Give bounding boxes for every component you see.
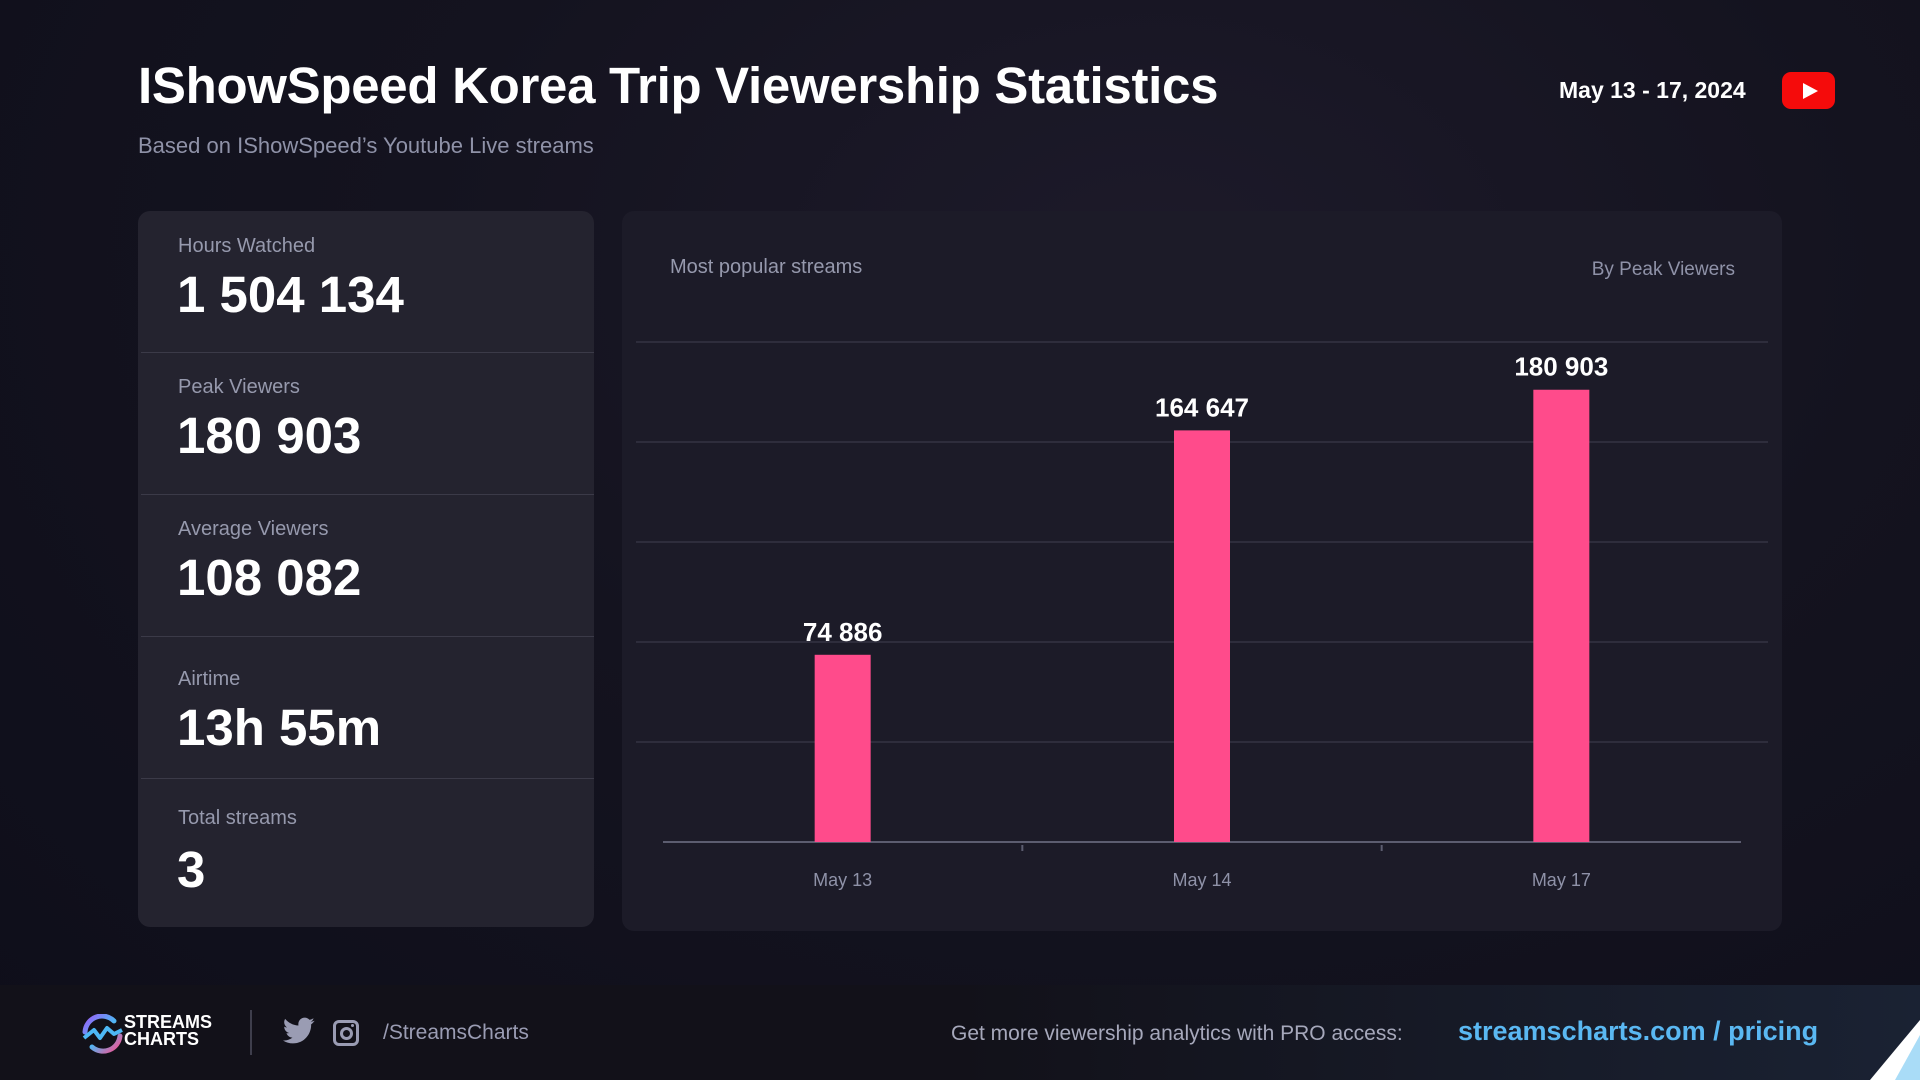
promo-text: Get more viewership analytics with PRO a… bbox=[951, 1022, 1403, 1045]
youtube-icon bbox=[1782, 72, 1835, 109]
bar-value-label: 164 647 bbox=[1155, 392, 1249, 422]
brand-line-1: STREAMS bbox=[124, 1012, 213, 1032]
bar bbox=[1533, 389, 1590, 842]
footer bbox=[0, 985, 1920, 1080]
divider bbox=[141, 494, 594, 495]
stat-label: Airtime bbox=[178, 668, 241, 690]
x-tick-label: May 13 bbox=[813, 870, 872, 890]
stat-value: 3 bbox=[177, 841, 206, 898]
stat-label: Hours Watched bbox=[178, 235, 316, 257]
bar-value-label: 180 903 bbox=[1514, 352, 1608, 382]
divider bbox=[141, 778, 594, 779]
x-tick-label: May 17 bbox=[1532, 870, 1591, 890]
streams-charts-logo-icon bbox=[82, 1014, 123, 1054]
chart-title: Most popular streams bbox=[670, 256, 863, 278]
brand-line-2: CHARTS bbox=[124, 1029, 199, 1049]
instagram-icon[interactable] bbox=[333, 1020, 359, 1046]
page-title: IShowSpeed Korea Trip Viewership Statist… bbox=[138, 57, 1219, 114]
page-subtitle: Based on IShowSpeed’s Youtube Live strea… bbox=[138, 133, 594, 158]
chart-sort-label: By Peak Viewers bbox=[1591, 259, 1735, 280]
divider bbox=[141, 636, 594, 637]
twitter-icon[interactable] bbox=[283, 1017, 315, 1045]
social-handle[interactable]: /StreamsCharts bbox=[383, 1021, 529, 1044]
stat-label: Peak Viewers bbox=[178, 376, 300, 398]
stat-value: 180 903 bbox=[177, 407, 362, 464]
stat-value: 108 082 bbox=[177, 549, 362, 606]
divider bbox=[141, 352, 594, 353]
date-range: May 13 - 17, 2024 bbox=[1559, 77, 1746, 103]
brand-name: STREAMS CHARTS bbox=[124, 1012, 213, 1049]
corner-decoration bbox=[1870, 1020, 1920, 1080]
pricing-link[interactable]: streamscharts.com / pricing bbox=[1458, 1016, 1819, 1046]
bar bbox=[814, 654, 871, 842]
bar-value-label: 74 886 bbox=[803, 617, 883, 647]
stat-label: Average Viewers bbox=[178, 518, 329, 540]
stat-value: 1 504 134 bbox=[177, 266, 404, 323]
stat-value: 13h 55m bbox=[177, 699, 382, 756]
stats-panel: Hours Watched 1 504 134 Peak Viewers 180… bbox=[138, 211, 594, 927]
bar bbox=[1174, 430, 1230, 842]
stat-label: Total streams bbox=[178, 807, 297, 829]
divider bbox=[250, 1010, 252, 1055]
x-tick-label: May 14 bbox=[1172, 870, 1231, 890]
